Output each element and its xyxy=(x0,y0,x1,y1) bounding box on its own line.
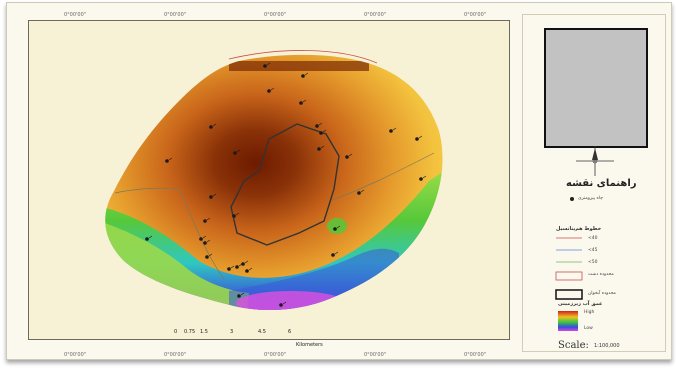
well-label-mark xyxy=(348,153,353,157)
grid-label-bottom: 0°00'00" xyxy=(364,352,387,358)
legend-plain-label: محدوده دشت xyxy=(588,272,614,277)
well-label-mark xyxy=(168,157,173,161)
scale-value: 1:100,000 xyxy=(594,343,620,349)
well-point xyxy=(419,177,423,181)
well-point xyxy=(209,125,213,129)
well-symbol-icon xyxy=(570,197,574,201)
well-point xyxy=(267,89,271,93)
well-label-mark xyxy=(206,217,211,221)
well-point xyxy=(227,267,231,271)
well-point xyxy=(232,214,236,218)
well-point xyxy=(205,255,209,259)
north-arrow-icon xyxy=(576,146,614,176)
scale-tick: 3 xyxy=(230,329,234,335)
groundwater-map xyxy=(29,21,509,339)
grid-label-top: 0°00'00" xyxy=(64,12,87,18)
well-label-mark xyxy=(212,123,217,127)
ramp-high-label: High xyxy=(584,310,595,315)
grid-label-bottom: 0°00'00" xyxy=(264,352,287,358)
well-point xyxy=(389,129,393,133)
scale-text: Scale: xyxy=(558,340,589,351)
well-point xyxy=(415,137,419,141)
map-frame xyxy=(28,20,510,340)
grid-label-top: 0°00'00" xyxy=(364,12,387,18)
well-label-mark xyxy=(336,225,341,229)
well-label-mark xyxy=(148,235,153,239)
grid-label-bottom: 0°00'00" xyxy=(64,352,87,358)
well-label-mark xyxy=(235,212,240,216)
legend-depth-heading: عمق آب زیرزمینی xyxy=(558,301,603,307)
legend-title: راهنمای نقشه xyxy=(566,178,637,189)
overview-map xyxy=(544,28,648,148)
well-label-mark xyxy=(320,145,325,149)
well-point xyxy=(333,227,337,231)
boundary-symbols xyxy=(555,271,583,300)
well-point xyxy=(301,74,305,78)
well-label-mark xyxy=(244,260,249,264)
grid-label-bottom: 0°00'00" xyxy=(164,352,187,358)
legend-contour-item: <45 xyxy=(588,248,598,253)
well-point xyxy=(315,124,319,128)
well-point xyxy=(299,101,303,105)
legend-boundary-label: محدوده آبخوان xyxy=(588,291,616,296)
ramp-low-label: Low xyxy=(584,326,593,331)
grid-label-top: 0°00'00" xyxy=(264,12,287,18)
well-point xyxy=(263,64,267,68)
well-point xyxy=(237,294,241,298)
scale-unit: Kilometers xyxy=(296,342,323,348)
well-point xyxy=(331,253,335,257)
well-label-mark xyxy=(422,175,427,179)
well-label-mark xyxy=(248,267,253,271)
scale-tick: 1.5 xyxy=(200,329,208,335)
well-point xyxy=(233,151,237,155)
well-label-mark xyxy=(418,135,423,139)
well-point xyxy=(145,237,149,241)
wells-layer xyxy=(145,62,427,307)
well-point xyxy=(345,155,349,159)
scale-tick: 4.5 xyxy=(258,329,266,335)
well-point xyxy=(199,237,203,241)
well-point xyxy=(165,159,169,163)
well-label-mark xyxy=(302,99,307,103)
well-point xyxy=(279,303,283,307)
contour-line-symbols xyxy=(556,237,582,263)
legend-contour-item: <40 xyxy=(588,236,598,241)
well-label-mark xyxy=(236,149,241,153)
well-label-mark xyxy=(206,239,211,243)
grid-label-top: 0°00'00" xyxy=(164,12,187,18)
well-point xyxy=(317,147,321,151)
well-label-mark xyxy=(318,122,323,126)
well-label-mark xyxy=(304,72,309,76)
well-point xyxy=(319,131,323,135)
legend-contour-item: <50 xyxy=(588,260,598,265)
grid-label-top: 0°00'00" xyxy=(464,12,487,18)
well-label-mark xyxy=(270,87,275,91)
well-label-mark xyxy=(240,292,245,296)
well-point xyxy=(245,269,249,273)
well-label-mark xyxy=(208,253,213,257)
well-point xyxy=(203,219,207,223)
well-point xyxy=(235,265,239,269)
well-label-mark xyxy=(230,265,235,269)
well-label-mark xyxy=(322,129,327,133)
well-label-mark xyxy=(282,301,287,305)
grid-label-bottom: 0°00'00" xyxy=(464,352,487,358)
well-label-mark xyxy=(392,127,397,131)
well-point xyxy=(241,262,245,266)
scale-tick: 6 xyxy=(288,329,292,335)
scale-tick: 0 xyxy=(174,329,178,335)
well-point xyxy=(357,191,361,195)
legend-contour-heading: خطوط هم‌پتانسیل xyxy=(556,226,602,232)
well-label-mark xyxy=(266,62,271,66)
scale-tick: 0.75 xyxy=(184,329,196,335)
color-ramp xyxy=(558,311,578,331)
legend-well-label: چاه پیزومتری xyxy=(578,196,603,201)
well-label-mark xyxy=(334,251,339,255)
well-point xyxy=(209,195,213,199)
well-label-mark xyxy=(360,189,365,193)
well-label-mark xyxy=(202,235,207,239)
well-label-mark xyxy=(238,263,243,267)
well-point xyxy=(203,241,207,245)
well-label-mark xyxy=(212,193,217,197)
